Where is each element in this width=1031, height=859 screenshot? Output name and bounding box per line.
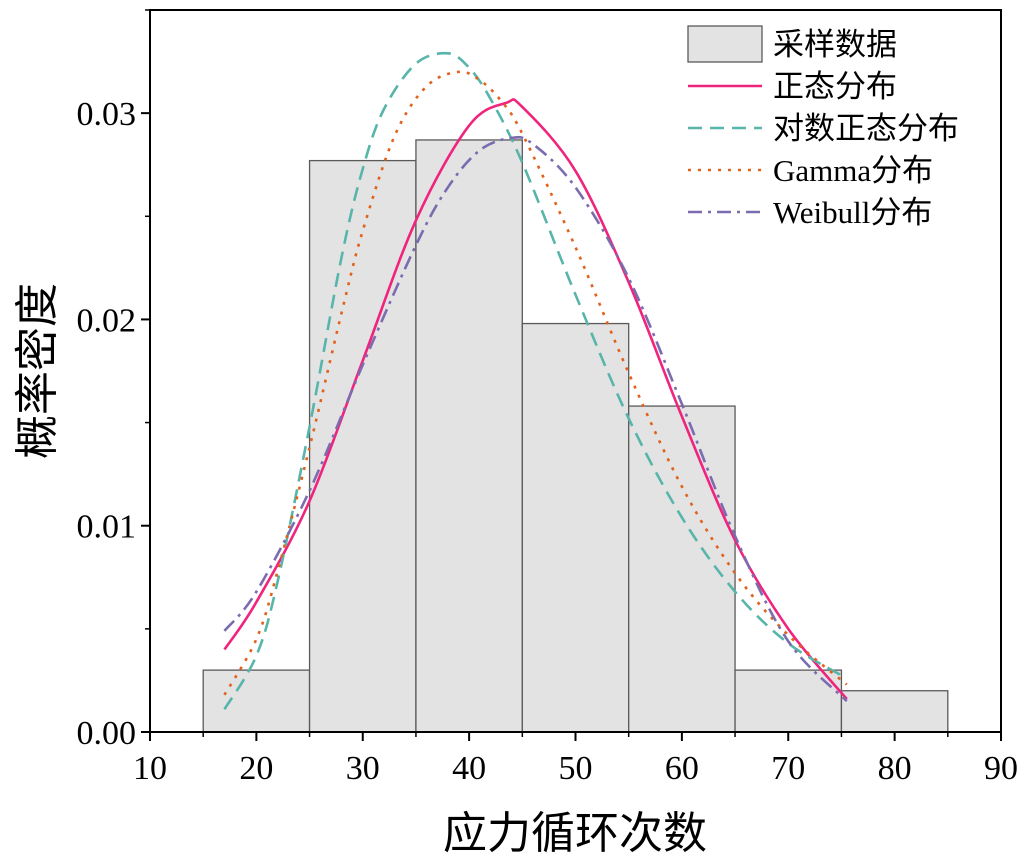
histogram-bar-2 [415,139,523,733]
series-line-0 [223,98,848,700]
x-axis-label: 应力循环次数 [443,809,707,858]
legend-label-3: Weibull分布 [773,195,932,230]
x-tick-label-3: 40 [452,750,486,787]
legend-swatch-hist [687,25,763,63]
x-tick-label-0: 10 [133,750,167,787]
series-line-2 [223,70,848,696]
x-tick-label-8: 90 [984,750,1018,787]
histogram-bar-0 [202,669,311,733]
x-tick-label-5: 60 [665,750,699,787]
x-tick-label-6: 70 [771,750,805,787]
legend-label-1: 对数正态分布 [773,111,959,146]
series-line-3 [223,135,848,702]
legend-label-hist: 采样数据 [773,27,897,62]
histogram-bar-4 [628,405,736,733]
histogram-bar-6 [840,690,949,733]
y-tick-label-3: 0.03 [77,96,137,133]
y-tick-label-2: 0.02 [77,302,137,339]
series-line-1 [223,51,848,710]
x-tick-label-2: 30 [346,750,380,787]
x-tick-label-7: 80 [878,750,912,787]
histogram-bar-1 [308,159,417,733]
fit-curves [223,51,848,710]
y-tick-label-0: 0.00 [77,715,137,752]
legend-label-0: 正态分布 [773,69,897,104]
y-axis: 0.00 0.01 0.02 0.03 [77,9,150,752]
x-tick-label-1: 20 [239,750,273,787]
x-axis: 10 20 30 40 50 60 70 80 90 [133,732,1018,787]
legend-label-2: Gamma分布 [773,153,933,188]
histogram-bar-5 [734,669,843,733]
histogram-bar-3 [521,322,630,733]
y-tick-label-1: 0.01 [77,509,137,546]
y-axis-label: 概率密度 [13,283,62,459]
x-tick-label-4: 50 [559,750,593,787]
